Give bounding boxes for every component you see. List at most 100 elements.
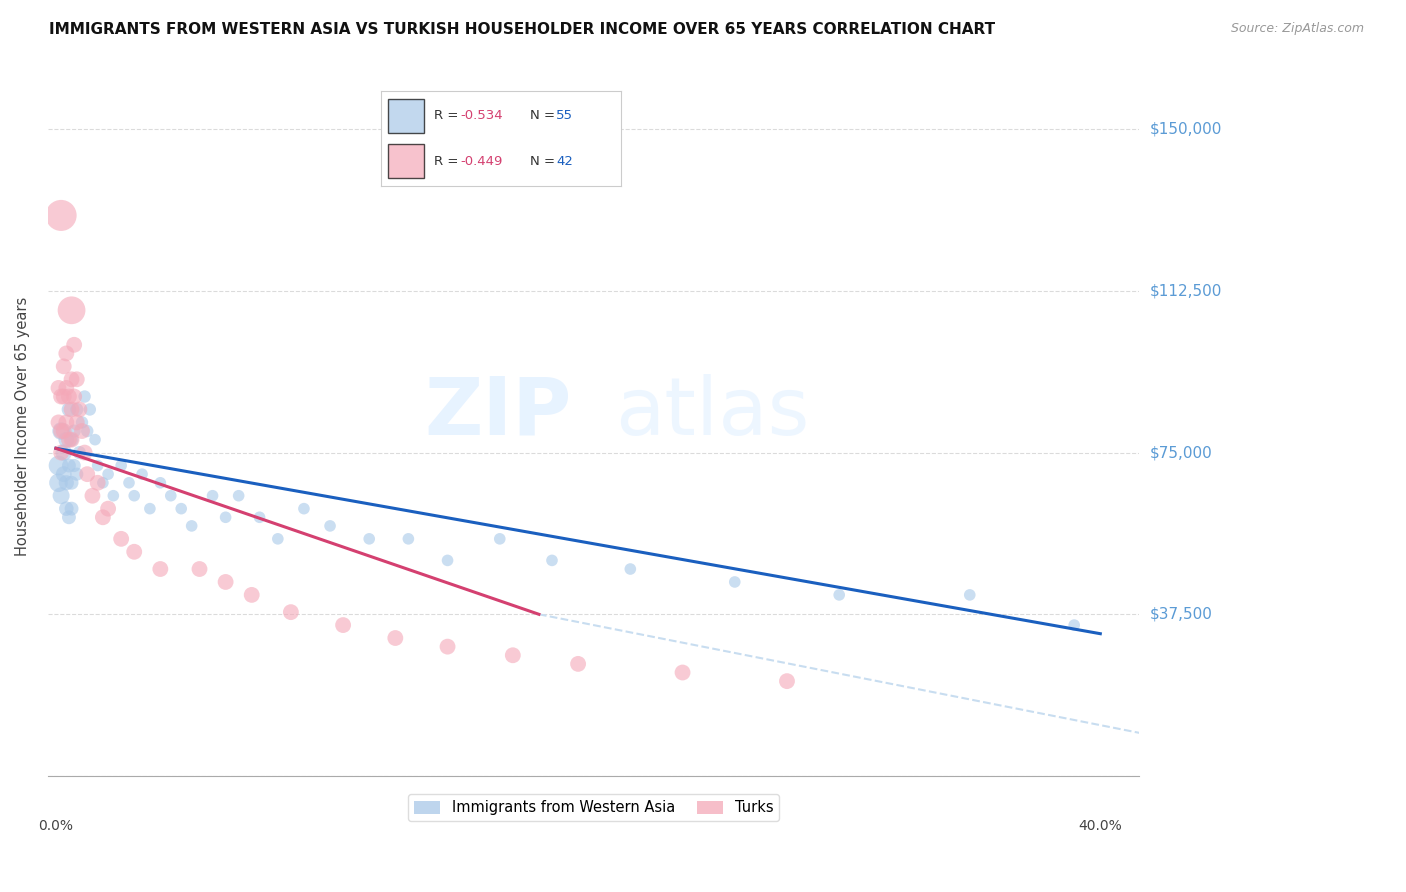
Point — [60, 372, 83, 386]
Point — [48, 475, 70, 490]
Point — [52, 467, 75, 482]
Point — [149, 475, 172, 490]
Point — [60, 501, 83, 516]
Text: $150,000: $150,000 — [1150, 121, 1222, 136]
Point — [122, 545, 145, 559]
Text: ZIP: ZIP — [425, 374, 572, 451]
Point — [292, 501, 315, 516]
Point — [436, 553, 458, 567]
Point — [332, 618, 354, 632]
Point — [66, 372, 89, 386]
Point — [103, 489, 125, 503]
Point — [55, 501, 77, 516]
Legend: Immigrants from Western Asia, Turks: Immigrants from Western Asia, Turks — [408, 795, 779, 822]
Point — [49, 445, 72, 459]
Point — [48, 381, 70, 395]
Point — [188, 562, 211, 576]
Point — [131, 467, 153, 482]
Point — [359, 532, 381, 546]
Point — [201, 489, 224, 503]
Point — [66, 416, 89, 430]
Point — [63, 458, 86, 473]
Point — [55, 346, 77, 360]
Point — [110, 458, 132, 473]
Point — [60, 402, 83, 417]
Point — [319, 519, 342, 533]
Point — [70, 416, 93, 430]
Point — [97, 467, 120, 482]
Y-axis label: Householder Income Over 65 years: Householder Income Over 65 years — [15, 297, 30, 557]
Point — [58, 458, 80, 473]
Point — [97, 501, 120, 516]
Point — [49, 489, 72, 503]
Point — [63, 424, 86, 438]
Point — [55, 416, 77, 430]
Point — [82, 489, 104, 503]
Point — [724, 574, 747, 589]
Point — [139, 501, 162, 516]
Point — [384, 631, 406, 645]
Point — [159, 489, 181, 503]
Point — [55, 475, 77, 490]
Point — [55, 433, 77, 447]
Point — [48, 458, 70, 473]
Point — [58, 433, 80, 447]
Point — [86, 458, 108, 473]
Point — [828, 588, 851, 602]
Point — [67, 445, 90, 459]
Point — [214, 574, 236, 589]
Point — [502, 648, 524, 663]
Point — [249, 510, 271, 524]
Text: 40.0%: 40.0% — [1078, 819, 1122, 833]
Point — [959, 588, 981, 602]
Point — [60, 433, 83, 447]
Point — [52, 445, 75, 459]
Point — [70, 424, 93, 438]
Point — [58, 402, 80, 417]
Point — [776, 674, 799, 689]
Point — [436, 640, 458, 654]
Point — [49, 424, 72, 438]
Point — [60, 303, 83, 318]
Point — [118, 475, 141, 490]
Point — [52, 424, 75, 438]
Point — [73, 445, 96, 459]
Point — [49, 424, 72, 438]
Point — [60, 475, 83, 490]
Point — [55, 381, 77, 395]
Text: Source: ZipAtlas.com: Source: ZipAtlas.com — [1230, 22, 1364, 36]
Point — [86, 475, 108, 490]
Point — [488, 532, 510, 546]
Point — [60, 433, 83, 447]
Point — [149, 562, 172, 576]
Point — [49, 390, 72, 404]
Point — [671, 665, 693, 680]
Point — [228, 489, 250, 503]
Point — [567, 657, 589, 671]
Point — [180, 519, 202, 533]
Point — [541, 553, 564, 567]
Point — [67, 402, 90, 417]
Point — [170, 501, 193, 516]
Text: 0.0%: 0.0% — [38, 819, 73, 833]
Point — [73, 390, 96, 404]
Point — [58, 510, 80, 524]
Point — [76, 424, 98, 438]
Text: $112,500: $112,500 — [1150, 284, 1222, 299]
Point — [240, 588, 263, 602]
Point — [79, 402, 101, 417]
Point — [49, 209, 72, 223]
Point — [396, 532, 419, 546]
Point — [63, 390, 86, 404]
Point — [76, 467, 98, 482]
Point — [52, 359, 75, 374]
Text: $37,500: $37,500 — [1150, 607, 1213, 622]
Point — [280, 605, 302, 619]
Point — [122, 489, 145, 503]
Point — [48, 416, 70, 430]
Point — [52, 390, 75, 404]
Text: IMMIGRANTS FROM WESTERN ASIA VS TURKISH HOUSEHOLDER INCOME OVER 65 YEARS CORRELA: IMMIGRANTS FROM WESTERN ASIA VS TURKISH … — [49, 22, 995, 37]
Text: $75,000: $75,000 — [1150, 445, 1212, 460]
Point — [619, 562, 641, 576]
Point — [110, 532, 132, 546]
